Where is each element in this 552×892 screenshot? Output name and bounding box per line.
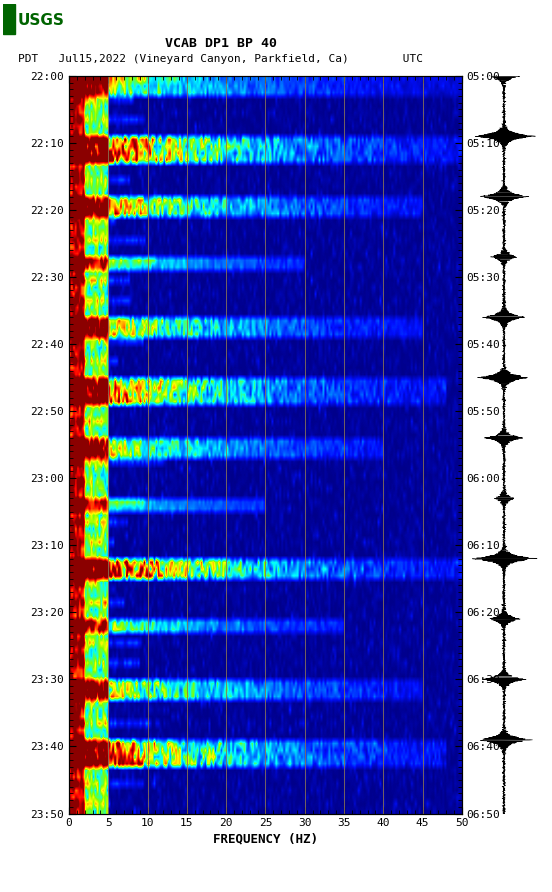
X-axis label: FREQUENCY (HZ): FREQUENCY (HZ) <box>213 832 318 846</box>
Text: VCAB DP1 BP 40: VCAB DP1 BP 40 <box>165 37 277 51</box>
Text: USGS: USGS <box>17 13 64 28</box>
Text: PDT   Jul15,2022 (Vineyard Canyon, Parkfield, Ca)        UTC: PDT Jul15,2022 (Vineyard Canyon, Parkfie… <box>18 54 423 63</box>
Bar <box>3 4 15 34</box>
